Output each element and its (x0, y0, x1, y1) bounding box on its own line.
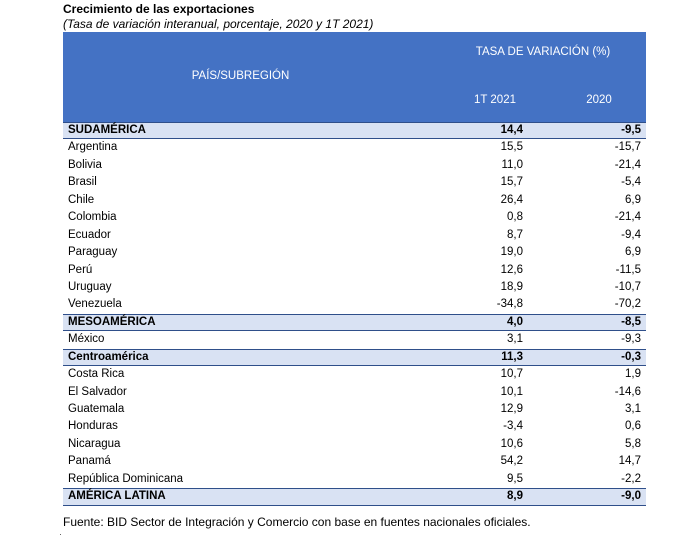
row-label: Colombia (68, 211, 117, 224)
table-row-subtotal: AMÉRICA LATINA 8,9 -9,0 (63, 488, 646, 506)
value-2020: 6,9 (625, 246, 641, 259)
value-1t2021: 12,9 (500, 403, 523, 415)
row-label: Honduras (68, 420, 118, 433)
table-row: Brasil 15,7 -5,4 (63, 174, 646, 191)
table-row: México 3,1 -9,3 (63, 331, 646, 348)
table-header: PAÍS/SUBREGIÓN TASA DE VARIACIÓN (%) 1T … (63, 32, 646, 122)
row-label: Brasil (68, 176, 97, 189)
value-1t2021: 0,8 (507, 211, 523, 224)
value-1t2021: 8,9 (507, 490, 523, 503)
value-2020: -14,6 (614, 385, 641, 398)
value-2020: -9,5 (621, 124, 641, 136)
row-label: Bolivia (68, 158, 102, 171)
value-2020: -2,2 (621, 472, 641, 485)
value-1t2021: 14,4 (500, 124, 523, 136)
table-row: República Dominicana 9,5 -2,2 (63, 471, 646, 488)
row-label: Costa Rica (68, 368, 125, 381)
value-1t2021: 15,5 (500, 141, 523, 154)
table-row-subtotal: SUDAMÉRICA 14,4 -9,5 (63, 122, 646, 140)
table-row: Ecuador 8,7 -9,4 (63, 227, 646, 244)
table-row: Chile 26,4 6,9 (63, 192, 646, 209)
row-label: Centroamérica (68, 350, 149, 363)
row-label: MESOAMÉRICA (68, 315, 156, 328)
value-1t2021: 3,1 (507, 333, 523, 346)
table-row: Argentina 15,5 -15,7 (63, 139, 646, 156)
table-row: Venezuela -34,8 -70,2 (63, 296, 646, 313)
row-label: Argentina (68, 141, 118, 154)
row-label: SUDAMÉRICA (68, 124, 146, 136)
row-label: El Salvador (68, 385, 127, 398)
value-2020: -10,7 (614, 280, 641, 293)
row-label: Guatemala (68, 403, 125, 415)
table-row: Honduras -3,4 0,6 (63, 418, 646, 435)
value-1t2021: 10,6 (500, 437, 523, 450)
value-2020: -11,5 (615, 263, 641, 276)
table-row: Colombia 0,8 -21,4 (63, 209, 646, 226)
value-2020: -21,4 (614, 211, 641, 224)
country-column-header: PAÍS/SUBREGIÓN (191, 70, 290, 82)
value-1t2021: 15,7 (500, 176, 523, 189)
value-2020: 1,9 (625, 368, 641, 381)
row-label: Panamá (68, 455, 111, 468)
value-1t2021: 54,2 (500, 455, 523, 468)
row-label: Chile (68, 193, 95, 206)
table-row: Panamá 54,2 14,7 (63, 453, 646, 470)
table-row: Uruguay 18,9 -10,7 (63, 279, 646, 296)
value-2020: 5,8 (625, 437, 641, 450)
row-label: Nicaragua (68, 437, 121, 450)
row-label: Ecuador (68, 228, 111, 241)
row-label: Perú (68, 263, 93, 276)
row-label: Venezuela (68, 298, 122, 311)
table-subtitle: (Tasa de variación interanual, porcentaj… (63, 17, 374, 31)
value-2020: -9,0 (621, 490, 641, 503)
row-label: México (68, 333, 105, 346)
value-1t2021: 18,9 (500, 280, 523, 293)
value-1t2021: -3,4 (503, 420, 523, 433)
column-header-2020: 2020 (586, 94, 612, 106)
table-body: SUDAMÉRICA 14,4 -9,5 Argentina 15,5 -15,7 Boli… (63, 122, 646, 506)
value-2020: -15,7 (614, 141, 641, 154)
table-title: Crecimiento de las exportaciones (63, 2, 255, 16)
row-label: Paraguay (68, 246, 118, 259)
value-1t2021: 11,3 (501, 350, 523, 363)
value-2020: -70,2 (614, 298, 641, 311)
row-label: Uruguay (68, 280, 112, 293)
value-1t2021: 8,7 (507, 228, 523, 241)
value-1t2021: 12,6 (500, 263, 523, 276)
table-row: Nicaragua 10,6 5,8 (63, 436, 646, 453)
value-1t2021: 19,0 (500, 246, 523, 259)
value-1t2021: 26,4 (500, 193, 523, 206)
column-header-1t2021: 1T 2021 (474, 94, 516, 106)
row-label: AMÉRICA LATINA (68, 490, 166, 503)
value-1t2021: 11,0 (501, 158, 523, 171)
value-1t2021: 10,7 (500, 368, 523, 381)
value-2020: -21,4 (614, 158, 641, 171)
row-label: República Dominicana (68, 472, 184, 485)
value-2020: 3,1 (625, 403, 641, 415)
value-2020: 14,7 (618, 455, 641, 468)
value-1t2021: -34,8 (496, 298, 523, 311)
table-row: Guatemala 12,9 3,1 (63, 401, 646, 418)
stray-mark (60, 534, 61, 535)
value-2020: -8,5 (621, 315, 641, 328)
table-row: Costa Rica 10,7 1,9 (63, 366, 646, 383)
value-2020: -0,3 (621, 350, 641, 363)
table-row: Bolivia 11,0 -21,4 (63, 157, 646, 174)
value-1t2021: 4,0 (507, 315, 523, 328)
value-1t2021: 9,5 (507, 472, 523, 485)
table-row: Perú 12,6 -11,5 (63, 262, 646, 279)
value-2020: -9,4 (621, 228, 641, 241)
table-row-subtotal: MESOAMÉRICA 4,0 -8,5 (63, 313, 646, 332)
table-row: Paraguay 19,0 6,9 (63, 244, 646, 261)
rate-column-group-header: TASA DE VARIACIÓN (%) (475, 46, 611, 58)
table-row-subtotal: Centroamérica 11,3 -0,3 (63, 348, 646, 367)
value-2020: -9,3 (621, 333, 641, 346)
table-row: El Salvador 10,1 -14,6 (63, 384, 646, 401)
value-2020: 0,6 (625, 420, 641, 433)
value-2020: -5,4 (621, 176, 641, 189)
value-1t2021: 10,1 (500, 385, 523, 398)
value-2020: 6,9 (625, 193, 641, 206)
source-note: Fuente: BID Sector de Integración y Come… (63, 515, 531, 529)
